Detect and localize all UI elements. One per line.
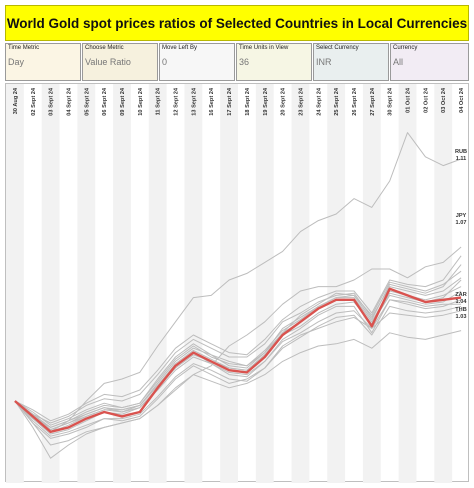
column-band xyxy=(77,84,96,483)
x-tick-label: 12 Sept 24 xyxy=(174,87,180,116)
x-tick-label: 04 Sept 24 xyxy=(66,87,72,116)
series-line xyxy=(14,255,462,422)
gold-ratio-line-chart: 30 Aug 24 02 Sept 24 03 Sept 24 04 Sept 24 0… xyxy=(6,84,467,483)
x-tick-label: 17 Sept 24 xyxy=(227,87,233,116)
filter-value[interactable]: 0 xyxy=(162,57,168,67)
series-line xyxy=(14,277,462,424)
filter-label: Choose Metric xyxy=(85,45,124,51)
x-tick-label: 13 Sept 24 xyxy=(191,87,197,116)
x-tick-label: 05 Sept 24 xyxy=(84,87,90,116)
end-label-name: JPY xyxy=(456,213,467,219)
end-label-name: RUB xyxy=(455,149,467,155)
filter-label: Move Left By xyxy=(162,45,198,51)
filter-time-units[interactable]: Time Units in View 36 xyxy=(236,43,312,81)
x-tick-label: 30 Aug 24 xyxy=(13,87,19,114)
x-tick-label: 03 Oct 24 xyxy=(441,87,447,113)
filter-label: Time Metric xyxy=(8,45,40,51)
column-band xyxy=(434,84,453,483)
dashboard-title: World Gold spot prices ratios of Selecte… xyxy=(5,5,469,41)
x-tick-label: 25 Sept 24 xyxy=(334,87,340,116)
filter-value[interactable]: All xyxy=(393,57,404,67)
x-tick-label: 02 Sept 24 xyxy=(31,87,37,116)
x-tick-label: 19 Sept 24 xyxy=(263,87,269,116)
x-tick-label: 03 Sept 24 xyxy=(49,87,55,116)
end-label-name: THB xyxy=(455,307,467,313)
end-label-value: 1.04 xyxy=(456,299,468,305)
series-line xyxy=(14,132,462,433)
x-tick-label: 06 Sept 24 xyxy=(102,87,108,116)
end-label-value: 1.07 xyxy=(456,220,467,226)
end-label-value: 1.03 xyxy=(456,314,467,320)
column-band xyxy=(291,84,310,483)
x-tick-label: 27 Sept 24 xyxy=(370,87,376,116)
filter-time-metric[interactable]: Time Metric Day xyxy=(5,43,81,81)
x-tick-label: 02 Oct 24 xyxy=(423,87,429,113)
column-band xyxy=(6,84,24,483)
column-band xyxy=(148,84,167,483)
column-band xyxy=(255,84,274,483)
series-line xyxy=(14,310,462,439)
x-tick-label: 09 Sept 24 xyxy=(120,87,126,116)
x-tick-label: 16 Sept 24 xyxy=(209,87,215,116)
filter-value[interactable]: Value Ratio xyxy=(85,57,131,67)
series-line xyxy=(14,330,462,446)
filter-select-currency[interactable]: Select Currency INR xyxy=(313,43,389,81)
x-tick-label: 11 Sept 24 xyxy=(156,87,162,115)
filter-label: Time Units in View xyxy=(239,45,289,51)
end-label-value: 1.11 xyxy=(456,156,467,162)
x-tick-label: 30 Sept 24 xyxy=(388,87,394,116)
column-band xyxy=(220,84,238,483)
filter-label: Select Currency xyxy=(316,45,359,51)
filter-choose-metric[interactable]: Choose Metric Value Ratio xyxy=(82,43,158,81)
column-bands xyxy=(6,84,453,483)
x-tick-label: 01 Oct 24 xyxy=(406,87,412,113)
filter-value[interactable]: Day xyxy=(8,57,25,67)
x-tick-label: 04 Oct 24 xyxy=(459,87,465,113)
series-line xyxy=(14,270,462,426)
column-band xyxy=(362,84,381,483)
series-lines xyxy=(14,132,462,459)
column-band xyxy=(327,84,346,483)
x-tick-label: 20 Sept 24 xyxy=(281,87,287,116)
filter-value[interactable]: 36 xyxy=(239,57,250,67)
x-tick-label: 23 Sept 24 xyxy=(298,87,304,116)
x-tick-label: 10 Sept 24 xyxy=(138,87,144,116)
x-tick-label: 18 Sept 24 xyxy=(245,87,251,116)
column-band xyxy=(398,84,417,483)
column-band xyxy=(184,84,203,483)
series-line xyxy=(14,246,462,459)
highlight-series-line xyxy=(14,287,462,433)
series-line xyxy=(14,305,462,437)
series-line xyxy=(14,279,462,431)
end-label-name: ZAR xyxy=(455,292,467,298)
column-band xyxy=(113,84,131,483)
chart-frame: 30 Aug 24 02 Sept 24 03 Sept 24 04 Sept 24 0… xyxy=(5,83,469,483)
x-axis-tick-labels: 30 Aug 24 02 Sept 24 03 Sept 24 04 Sept 24 0… xyxy=(13,87,465,116)
filter-label: Currency xyxy=(393,45,418,51)
x-tick-label: 26 Sept 24 xyxy=(352,87,358,116)
filter-value[interactable]: INR xyxy=(316,57,332,67)
series-line xyxy=(14,264,462,433)
filter-currency[interactable]: Currency All xyxy=(390,43,469,81)
filter-move-left-by[interactable]: Move Left By 0 xyxy=(159,43,235,81)
column-band xyxy=(41,84,60,483)
x-tick-label: 24 Sept 24 xyxy=(316,87,322,116)
